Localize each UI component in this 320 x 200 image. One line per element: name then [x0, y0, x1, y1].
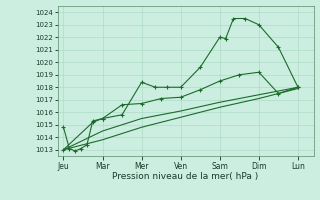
X-axis label: Pression niveau de la mer( hPa ): Pression niveau de la mer( hPa ): [112, 172, 259, 181]
